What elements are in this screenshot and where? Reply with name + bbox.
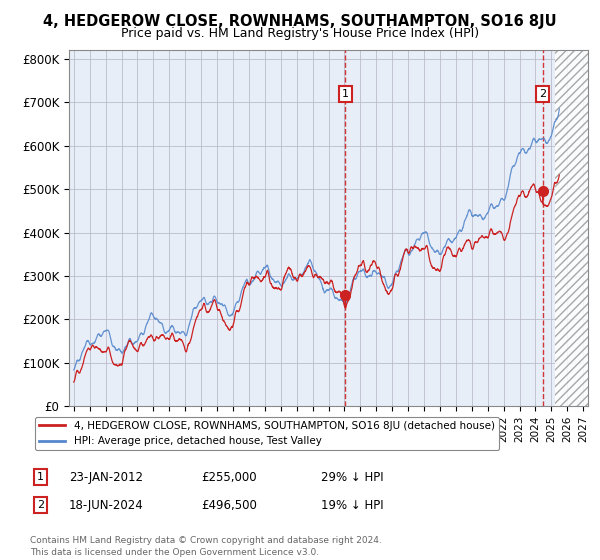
Text: 2: 2 xyxy=(539,89,547,99)
Text: 29% ↓ HPI: 29% ↓ HPI xyxy=(321,470,383,484)
Text: £255,000: £255,000 xyxy=(201,470,257,484)
Text: £496,500: £496,500 xyxy=(201,498,257,512)
Text: 2: 2 xyxy=(37,500,44,510)
Text: 1: 1 xyxy=(37,472,44,482)
Text: 18-JUN-2024: 18-JUN-2024 xyxy=(69,498,144,512)
Text: 19% ↓ HPI: 19% ↓ HPI xyxy=(321,498,383,512)
Text: 4, HEDGEROW CLOSE, ROWNHAMS, SOUTHAMPTON, SO16 8JU: 4, HEDGEROW CLOSE, ROWNHAMS, SOUTHAMPTON… xyxy=(43,14,557,29)
Bar xyxy=(554,50,588,406)
Text: Contains HM Land Registry data © Crown copyright and database right 2024.
This d: Contains HM Land Registry data © Crown c… xyxy=(30,536,382,557)
Text: 1: 1 xyxy=(342,89,349,99)
Legend: 4, HEDGEROW CLOSE, ROWNHAMS, SOUTHAMPTON, SO16 8JU (detached house), HPI: Averag: 4, HEDGEROW CLOSE, ROWNHAMS, SOUTHAMPTON… xyxy=(35,417,499,450)
Text: 23-JAN-2012: 23-JAN-2012 xyxy=(69,470,143,484)
Text: Price paid vs. HM Land Registry's House Price Index (HPI): Price paid vs. HM Land Registry's House … xyxy=(121,27,479,40)
Bar xyxy=(554,50,588,406)
